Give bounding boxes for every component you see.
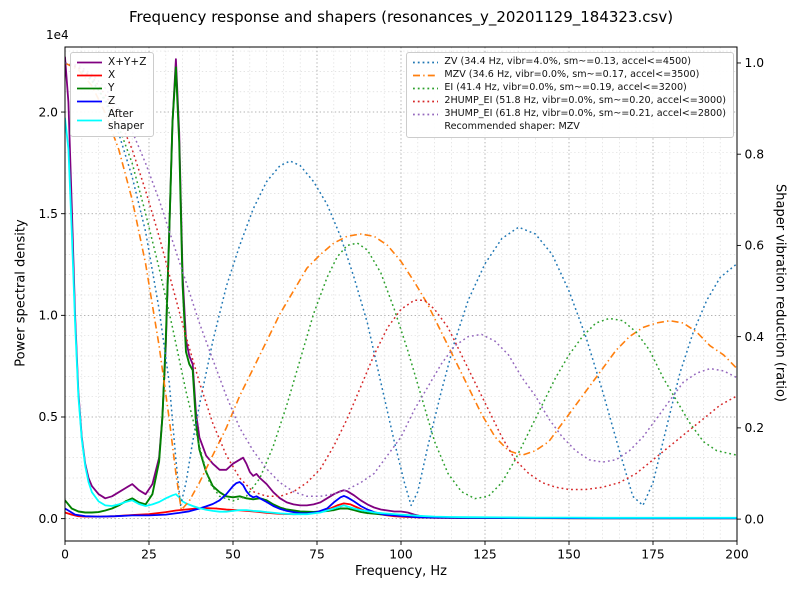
recommended-shaper-note: Recommended shaper: MZV xyxy=(444,121,580,133)
legend-entry: 3HUMP_EI (61.8 Hz, vibr=0.0%, sm~=0.21, … xyxy=(412,108,726,121)
y-left-tick-label: 0.5 xyxy=(38,410,58,424)
series-3hump-ei xyxy=(65,62,737,498)
x-tick-label: 0 xyxy=(61,548,69,562)
x-tick-label: 100 xyxy=(389,548,412,562)
chart-title: Frequency response and shapers (resonanc… xyxy=(128,8,674,26)
x-tick-label: 25 xyxy=(141,548,157,562)
legend-line-sample xyxy=(77,74,102,77)
x-tick-label: 175 xyxy=(641,548,664,562)
legend-entry: 2HUMP_EI (51.8 Hz, vibr=0.0%, sm~=0.20, … xyxy=(412,95,726,108)
legend-line-sample xyxy=(413,100,439,103)
legend-sample-spacer xyxy=(412,122,439,133)
left-axis-offset-label: 1e4 xyxy=(46,28,69,42)
x-tick-label: 200 xyxy=(725,548,748,562)
x-tick-label: 125 xyxy=(473,548,496,562)
legend-shapers: ZV (34.4 Hz, vibr=4.0%, sm~=0.13, accel<… xyxy=(406,52,734,138)
x-tick-label: 75 xyxy=(309,548,325,562)
series-z xyxy=(65,481,737,520)
legend-entry-label: 2HUMP_EI (51.8 Hz, vibr=0.0%, sm~=0.20, … xyxy=(444,95,726,107)
legend-entry: Z xyxy=(76,95,146,108)
legend-note-row: Recommended shaper: MZV xyxy=(412,121,726,134)
legend-entry-label: ZV (34.4 Hz, vibr=4.0%, sm~=0.13, accel<… xyxy=(444,56,692,68)
series-group xyxy=(65,56,737,520)
legend-line-sample xyxy=(77,87,102,90)
y-left-tick-label: 1.5 xyxy=(38,207,58,221)
y-right-tick-label: 0.2 xyxy=(745,421,765,435)
tick-labels: 0 25 50 75 100 125 150 175 200 0.0 0.5 1.0 1.5 2.0 0.0… xyxy=(38,56,764,561)
x-tick-label: 150 xyxy=(557,548,580,562)
y-axis-label-left: Power spectral density xyxy=(13,219,29,367)
legend-entry: X+Y+Z xyxy=(76,56,146,69)
series-x-y-z xyxy=(65,56,737,520)
y-left-tick-label: 1.0 xyxy=(38,309,58,323)
legend-entry-label: X+Y+Z xyxy=(108,56,147,69)
legend-entry: ZV (34.4 Hz, vibr=4.0%, sm~=0.13, accel<… xyxy=(412,56,726,69)
legend-line-sample xyxy=(77,61,102,64)
y-left-tick-label: 2.0 xyxy=(38,105,58,119)
legend-entry: MZV (34.6 Hz, vibr=0.0%, sm~=0.17, accel… xyxy=(412,69,726,82)
legend-entry: EI (41.4 Hz, vibr=0.0%, sm~=0.19, accel<… xyxy=(412,82,726,95)
legend-entry-label: Z xyxy=(108,95,116,108)
series-after-shaper xyxy=(65,117,737,519)
y-right-tick-label: 0.4 xyxy=(745,330,765,344)
legend-entry-label: 3HUMP_EI (61.8 Hz, vibr=0.0%, sm~=0.21, … xyxy=(444,108,726,120)
legend-entry-label: EI (41.4 Hz, vibr=0.0%, sm~=0.19, accel<… xyxy=(444,82,687,94)
legend-line-sample xyxy=(413,113,439,116)
x-tick-label: 50 xyxy=(225,548,241,562)
legend-line-sample xyxy=(77,100,102,103)
legend-entry-label: Y xyxy=(108,82,115,95)
legend-line-sample xyxy=(413,74,439,77)
y-left-tick-label: 0.0 xyxy=(38,512,58,526)
y-right-tick-label: 0.8 xyxy=(745,147,765,161)
series-y xyxy=(65,66,737,520)
legend-line-sample xyxy=(413,87,439,90)
legend-entry-label: X xyxy=(108,69,116,82)
legend-entry: Y xyxy=(76,82,146,95)
legend-line-sample xyxy=(77,119,102,122)
y-axis-label-right: Shaper vibration reduction (ratio) xyxy=(772,184,788,402)
legend-entry-label: After shaper xyxy=(108,108,145,133)
y-right-tick-label: 0.0 xyxy=(745,512,765,526)
legend-psd: X+Y+Z X Y Z After shaper xyxy=(70,52,155,137)
series-ei xyxy=(65,62,737,502)
legend-entry: X xyxy=(76,69,146,82)
legend-entry: After shaper xyxy=(76,108,146,133)
x-axis-label: Frequency, Hz xyxy=(354,564,448,579)
series-mzv xyxy=(65,62,737,511)
legend-line-sample xyxy=(413,61,439,64)
legend-entry-label: MZV (34.6 Hz, vibr=0.0%, sm~=0.17, accel… xyxy=(444,69,700,81)
y-right-tick-label: 0.6 xyxy=(745,239,765,253)
y-right-tick-label: 1.0 xyxy=(745,56,765,70)
